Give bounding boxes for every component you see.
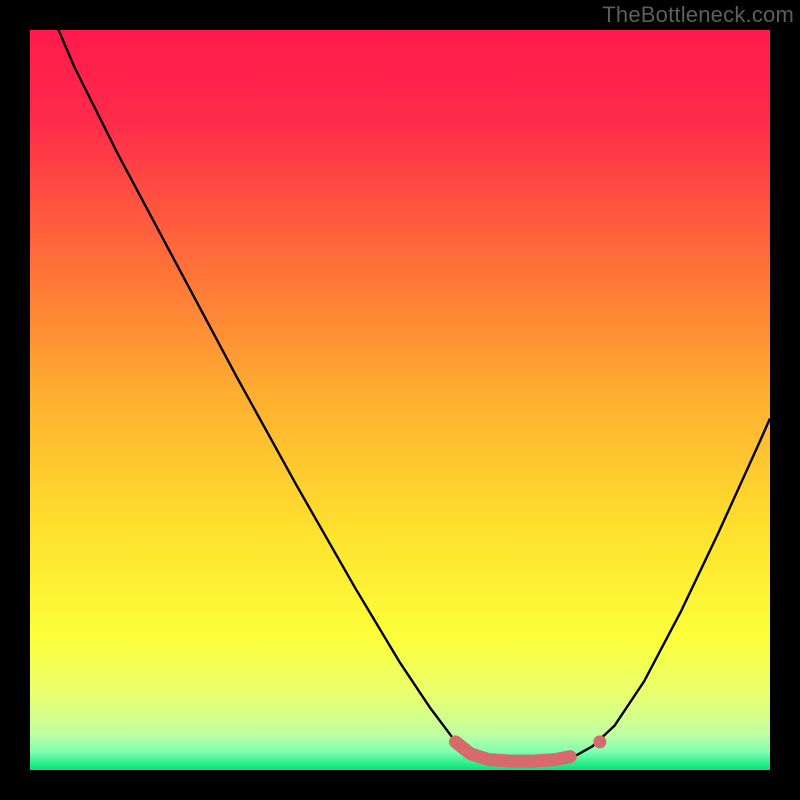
chart-container: TheBottleneck.com <box>0 0 800 800</box>
highlight-segment <box>456 742 571 761</box>
curve-layer <box>30 30 770 770</box>
plot-area <box>30 30 770 770</box>
highlight-dot <box>593 735 606 748</box>
main-curve <box>52 30 770 763</box>
attribution-text: TheBottleneck.com <box>602 2 794 28</box>
